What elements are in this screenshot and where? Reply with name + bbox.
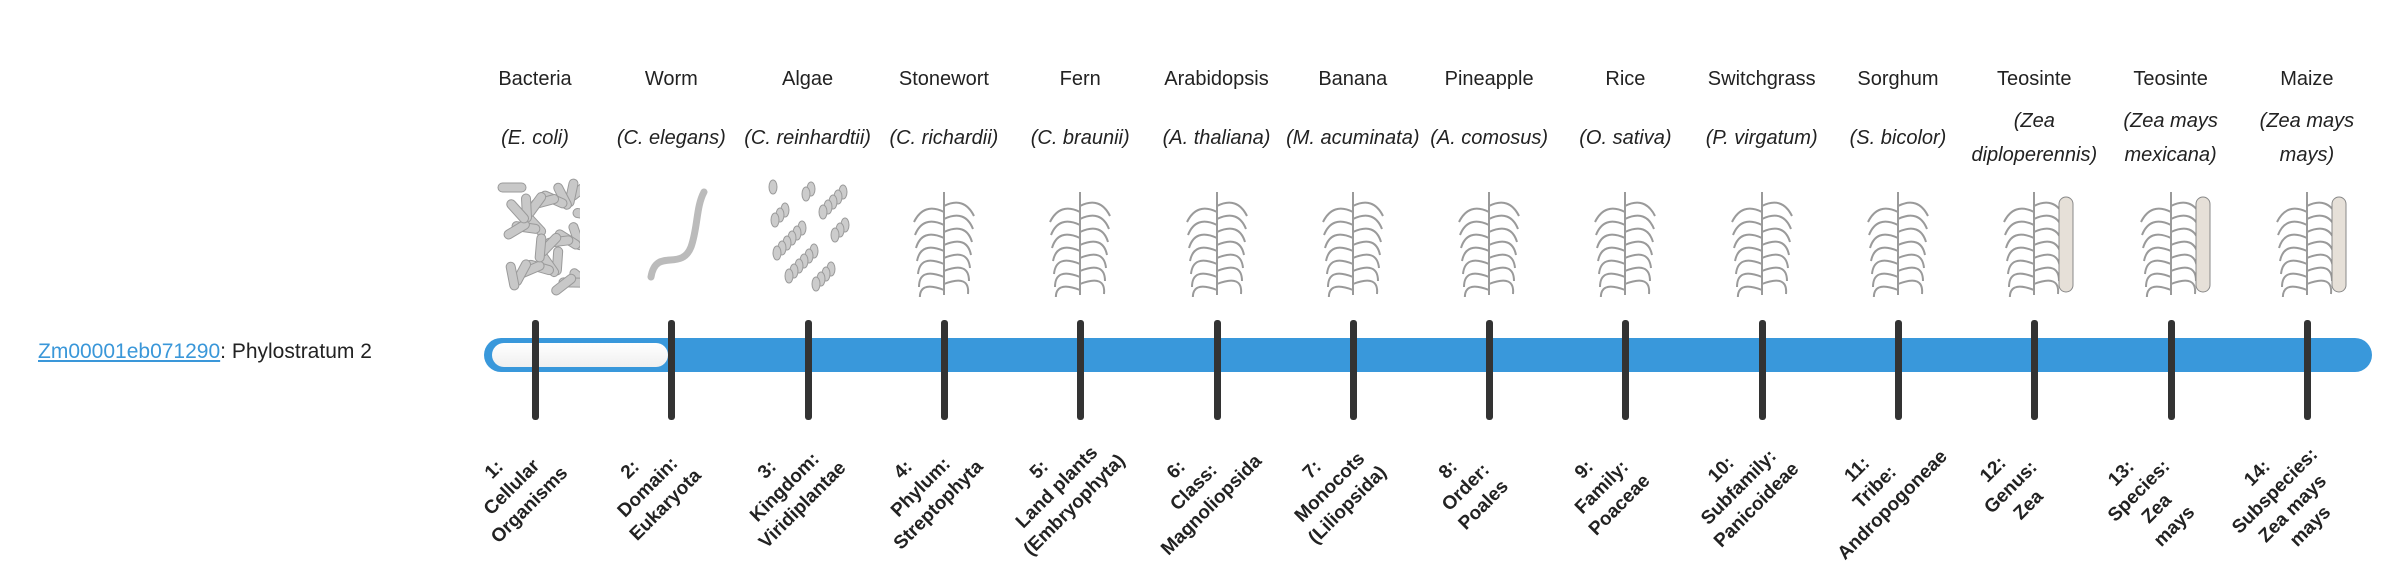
organism-common-name: Algae <box>782 68 834 90</box>
stratum-column: Algae (C. reinhardtii) 3: Kingdom: Viridipla… <box>740 0 876 580</box>
stratum-tick <box>1758 320 1766 420</box>
organism-scientific-name: (C. reinhardtii) <box>744 127 871 149</box>
stratum-column: Fern (C. braunii) 5: Land plants (Embryophyt… <box>1012 0 1148 580</box>
phylostratum-bar <box>484 338 2372 372</box>
stratum-column: Maize (Zea mays mays) 14: Subspecies: Zea ma… <box>2228 0 2375 580</box>
stonewort-image <box>912 192 975 297</box>
organism-scientific-name: (C. braunii) <box>1030 127 1130 149</box>
stratum-tick <box>804 320 812 420</box>
organism-common-name: Rice <box>1605 68 1646 90</box>
organism-scientific-name: (C. elegans) <box>616 127 726 149</box>
organism-common-name: Maize <box>2280 68 2334 90</box>
organism-common-name: Banana <box>1318 68 1388 90</box>
gene-separator: : <box>220 340 232 363</box>
gene-link[interactable]: Zm00001eb071290 <box>38 340 221 363</box>
organism-scientific-name: (O. sativa) <box>1579 127 1672 149</box>
stratum-column: Teosinte (Zea diploperennis) 12: Genus: Zea <box>1966 0 2102 580</box>
organism-common-name: Worm <box>644 68 698 90</box>
switchgrass-image <box>1730 192 1793 297</box>
bar-unfilled-segment <box>492 343 669 367</box>
stratum-tick <box>1213 320 1221 420</box>
stratum-column: Sorghum (S. bicolor) 11: Tribe: Andropogonea… <box>1830 0 1966 580</box>
stratum-tick <box>2031 320 2039 420</box>
stratum-tick <box>2167 320 2175 420</box>
stratum-tick <box>940 320 948 420</box>
stratum-column: Bacteria (E. coli) 1: Cellular Organisms <box>467 0 603 580</box>
stratum-tick <box>1077 320 1085 420</box>
teosinte-mexicana-image <box>2139 192 2211 297</box>
teosinte-image <box>2003 192 2074 297</box>
arabidopsis-image <box>1185 192 1248 297</box>
organism-scientific-name: (Zea mays mexicana) <box>2123 110 2218 166</box>
rice-image <box>1594 192 1657 297</box>
stratum-column: Worm (C. elegans) 2: Domain: Eukaryota <box>603 0 739 580</box>
maize-image <box>2275 192 2347 297</box>
organism-scientific-name: (M. acuminata) <box>1286 127 1420 149</box>
bacteria-image <box>497 178 580 296</box>
stratum-column: Stonewort (C. richardii) 4: Phylum: Streptop… <box>876 0 1012 580</box>
pineapple-image <box>1458 192 1520 297</box>
organism-common-name: Sorghum <box>1857 68 1939 90</box>
stratum-column: Rice (O. sativa) 9: Family: Poaceae <box>1557 0 1693 580</box>
organism-scientific-name: (A. comosus) <box>1430 127 1548 149</box>
gene-label: Zm00001eb071290: Phylostratum 2 <box>38 340 372 364</box>
stratum-label: 1: Cellular Organisms <box>432 408 591 567</box>
stratum-tick <box>668 320 676 420</box>
stratum-tick <box>1349 320 1357 420</box>
stratum-tick <box>1895 320 1902 420</box>
stratum-column: Switchgrass (P. virgatum) 10: Subfamily: Pan… <box>1694 0 1830 580</box>
stratum-tick <box>532 320 539 420</box>
organism-scientific-name: (A. thaliana) <box>1162 127 1271 149</box>
stratum-column: Arabidopsis (A. thaliana) 6: Class: Magnolio… <box>1149 0 1285 580</box>
banana-image <box>1321 192 1384 297</box>
stratum-tick <box>2303 320 2311 420</box>
organism-common-name: Teosinte <box>1997 68 2072 90</box>
organism-common-name: Teosinte <box>2133 68 2208 90</box>
stratum-tick <box>1486 320 1494 420</box>
organism-common-name: Pineapple <box>1444 68 1534 90</box>
organism-scientific-name: (C. richardii) <box>889 127 999 149</box>
organism-common-name: Bacteria <box>498 68 572 90</box>
organism-scientific-name: (P. virgatum) <box>1705 127 1818 149</box>
organism-scientific-name: (Zea diploperennis) <box>1971 110 2098 166</box>
organism-common-name: Arabidopsis <box>1164 68 1269 90</box>
organism-scientific-name: (S. bicolor) <box>1849 127 1947 149</box>
phylostratum-label: Phylostratum 2 <box>231 340 372 363</box>
stratum-column: Banana (M. acuminata) 7: Monocots (Liliopsid… <box>1285 0 1421 580</box>
sorghum-image <box>1867 192 1929 297</box>
stratum-column: Teosinte (Zea mays mexicana) 13: Species: Ze… <box>2103 0 2239 580</box>
organism-common-name: Fern <box>1059 68 1101 90</box>
organism-common-name: Stonewort <box>898 68 989 90</box>
stratum-tick <box>1622 320 1630 420</box>
fern-image <box>1049 192 1112 297</box>
stratum-column: Pineapple (A. comosus) 8: Order: Poales <box>1421 0 1557 580</box>
algae-image <box>768 179 850 292</box>
organism-scientific-name: (Zea mays mays) <box>2259 110 2355 166</box>
organism-common-name: Switchgrass <box>1707 68 1816 90</box>
worm-image <box>647 188 708 281</box>
organism-scientific-name: (E. coli) <box>501 127 569 149</box>
